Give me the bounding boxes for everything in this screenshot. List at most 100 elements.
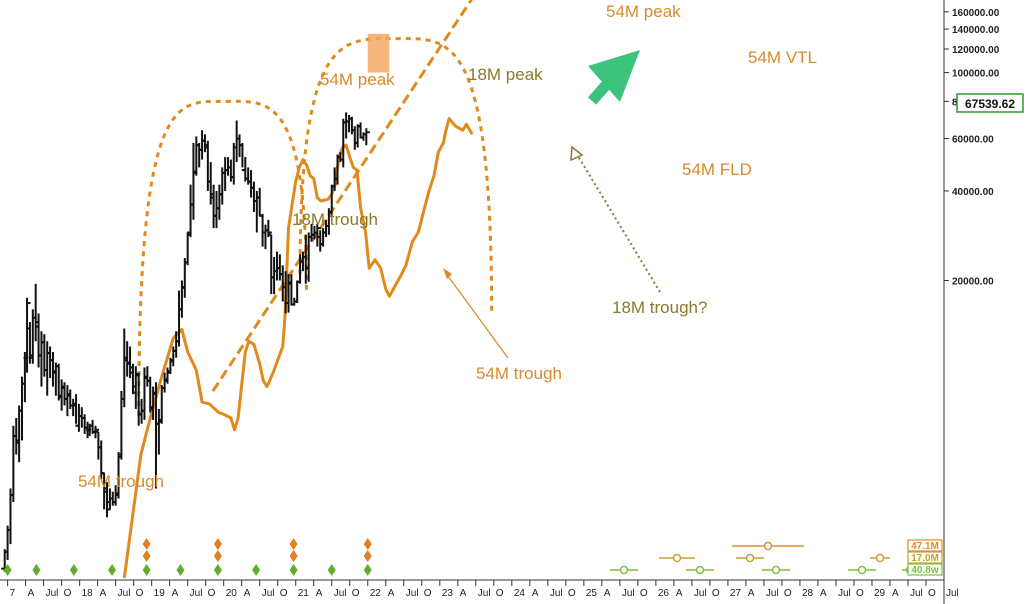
y-tick-label: 40000.00 xyxy=(952,187,994,198)
annotation-label: 18M trough xyxy=(292,210,378,229)
x-tick-label: 26 xyxy=(658,588,670,599)
x-tick-label: O xyxy=(136,588,144,599)
x-tick-label: O xyxy=(64,588,72,599)
current-price-tag xyxy=(956,93,1024,113)
cycle-legend-tag xyxy=(907,539,943,552)
cycle-marker-orange xyxy=(363,538,372,550)
y-tick-label: 60000.00 xyxy=(952,135,994,146)
x-tick-label: 24 xyxy=(514,588,526,599)
cycle-marker-green xyxy=(176,564,185,576)
annotation-label: 54M trough xyxy=(476,364,562,383)
annotation-label: 54M peak xyxy=(320,70,395,89)
cycle-arc xyxy=(137,99,309,417)
x-tick-label: Jul xyxy=(406,588,419,599)
target-box xyxy=(367,33,390,73)
price-bar xyxy=(362,128,370,146)
x-tick-label: Jul xyxy=(622,588,635,599)
projected-cycle-marker xyxy=(763,541,773,551)
x-tick-label: O xyxy=(496,588,504,599)
annotation-label: 18M trough? xyxy=(612,298,707,317)
x-tick-label: Jul xyxy=(334,588,347,599)
cycle-marker-green xyxy=(327,564,336,576)
annotation-label: 54M FLD xyxy=(682,160,752,179)
x-tick-label: A xyxy=(532,588,539,599)
projected-cycle-marker xyxy=(771,565,781,575)
cycle-marker-green xyxy=(3,564,12,576)
x-tick-label: O xyxy=(424,588,432,599)
x-tick-label: 23 xyxy=(442,588,454,599)
x-tick-label: O xyxy=(208,588,216,599)
x-tick-label: A xyxy=(100,588,107,599)
cycle-arc xyxy=(298,37,494,314)
y-tick-label: 160000.00 xyxy=(952,8,1000,19)
y-tick-label: 140000.00 xyxy=(952,25,1000,36)
fld-line xyxy=(122,117,474,579)
cycle-marker-orange xyxy=(142,550,151,562)
x-tick-label: Jul xyxy=(838,588,851,599)
x-tick-label: A xyxy=(604,588,611,599)
target-zone xyxy=(367,33,390,73)
cycle-legend-tag-label: 17.0M xyxy=(911,553,939,564)
x-tick-label: A xyxy=(820,588,827,599)
projected-cycle-marker xyxy=(695,565,705,575)
cycle-marker-green xyxy=(69,564,78,576)
x-tick-label: Jul xyxy=(262,588,275,599)
x-tick-label: O xyxy=(352,588,360,599)
x-tick-label: 25 xyxy=(586,588,598,599)
x-tick-label: Jul xyxy=(46,588,59,599)
x-tick-label: A xyxy=(172,588,179,599)
projected-cycle-marker xyxy=(619,565,629,575)
cycle-legend-tag-label: 47.1M xyxy=(911,541,939,552)
annotation-label: 18M peak xyxy=(468,65,543,84)
x-tick-label: 20 xyxy=(226,588,238,599)
trough-pointer-head xyxy=(443,268,452,279)
x-tick-label: 22 xyxy=(370,588,382,599)
x-tick-label: A xyxy=(892,588,899,599)
cycle-marker-green xyxy=(108,564,117,576)
price-bars xyxy=(1,112,370,572)
annotation-label: 54M VTL xyxy=(748,48,817,67)
x-tick-label: Jul xyxy=(478,588,491,599)
projected-cycle-marker xyxy=(875,553,885,563)
annotation-label: 54M peak xyxy=(606,2,681,21)
x-tick-label: O xyxy=(928,588,936,599)
cycle-marker-green xyxy=(252,564,261,576)
x-tick-label: 19 xyxy=(154,588,166,599)
cycle-marker-orange xyxy=(289,538,298,550)
x-tick-label: A xyxy=(388,588,395,599)
fld-series-line xyxy=(122,117,474,579)
vtl-trendline xyxy=(211,0,474,392)
x-tick-label: Jul xyxy=(190,588,203,599)
green-arrow-head xyxy=(588,50,640,102)
cycle-marker-orange xyxy=(213,538,222,550)
x-tick-label: A xyxy=(460,588,467,599)
x-tick-label: 27 xyxy=(730,588,742,599)
vtl-line xyxy=(211,0,474,392)
cycle-legend-tag xyxy=(907,563,943,576)
projected-cycle-marker xyxy=(857,565,867,575)
price-bar xyxy=(23,297,31,373)
x-tick-label: A xyxy=(244,588,251,599)
x-tick-label: O xyxy=(280,588,288,599)
x-tick-label: A xyxy=(676,588,683,599)
x-tick-label: O xyxy=(640,588,648,599)
trough-pointer-line xyxy=(444,271,509,359)
cycle-legend-tag xyxy=(907,551,943,564)
trough-question-pointer-head xyxy=(570,145,584,162)
projected-cycle-marker xyxy=(672,553,682,563)
y-tick-label: 20000.00 xyxy=(952,277,994,288)
cycle-marker-orange xyxy=(213,550,222,562)
x-tick-label: Jul xyxy=(946,588,959,599)
x-tick-label: 29 xyxy=(874,588,886,599)
cycle-legend-tag-label: 40.8w xyxy=(911,565,938,576)
cycle-marker-orange xyxy=(142,538,151,550)
x-tick-label: O xyxy=(856,588,864,599)
cycle-marker-green xyxy=(213,564,222,576)
current-price-label: 67539.62 xyxy=(965,97,1015,111)
y-tick-label: 120000.00 xyxy=(952,45,1000,56)
x-tick-label: 28 xyxy=(802,588,814,599)
price-bar xyxy=(313,223,321,247)
